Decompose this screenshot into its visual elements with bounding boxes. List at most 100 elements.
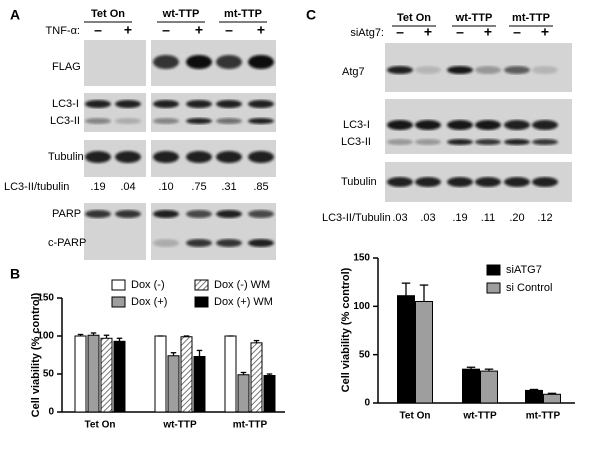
row-label: c-PARP bbox=[48, 237, 86, 249]
band bbox=[186, 118, 212, 124]
error-bar bbox=[253, 339, 260, 343]
row-label: LC3-II bbox=[50, 115, 80, 127]
y-tick-label: 100 bbox=[353, 301, 370, 312]
band bbox=[532, 120, 558, 130]
bar bbox=[263, 375, 276, 413]
band bbox=[447, 177, 473, 187]
panel-label: C bbox=[306, 7, 316, 23]
group-label: wt-TTP bbox=[162, 8, 200, 20]
legend-swatch bbox=[111, 296, 126, 308]
legend-label: si Control bbox=[506, 282, 552, 294]
error-bar bbox=[266, 373, 273, 376]
bar bbox=[224, 335, 237, 413]
bar bbox=[415, 301, 433, 404]
band bbox=[532, 139, 558, 145]
band bbox=[415, 177, 441, 187]
sign: – bbox=[513, 24, 521, 40]
band bbox=[504, 120, 530, 130]
bar bbox=[462, 368, 480, 404]
band bbox=[216, 100, 242, 108]
band bbox=[85, 151, 111, 163]
band bbox=[248, 100, 274, 108]
sign: – bbox=[225, 22, 233, 38]
band bbox=[248, 210, 274, 218]
band bbox=[216, 239, 242, 247]
band bbox=[248, 118, 274, 124]
error-bar bbox=[529, 388, 539, 391]
bar bbox=[100, 337, 113, 413]
band bbox=[115, 118, 141, 124]
error-bar bbox=[466, 366, 476, 370]
band bbox=[475, 120, 501, 130]
y-axis-label: Cell viability (% control) bbox=[340, 267, 352, 392]
band bbox=[115, 100, 141, 108]
error-bar bbox=[103, 334, 110, 339]
legend-swatch bbox=[486, 282, 501, 294]
x-tick-label: wt-TTP bbox=[462, 411, 497, 422]
ratio: .03 bbox=[420, 212, 435, 224]
error-bar bbox=[183, 335, 190, 337]
y-axis-label: Cell viability (% control) bbox=[30, 292, 42, 417]
band bbox=[186, 239, 212, 247]
y-tick-label: 150 bbox=[353, 253, 370, 264]
band bbox=[216, 55, 242, 69]
row-label: Atg7 bbox=[342, 66, 365, 78]
sign: + bbox=[257, 22, 265, 38]
row-label: Tubulin bbox=[341, 176, 377, 188]
legend-label: Dox (-) WM bbox=[214, 279, 270, 291]
band bbox=[85, 210, 111, 218]
ratio: .10 bbox=[158, 181, 173, 193]
band bbox=[85, 100, 111, 108]
legend-swatch bbox=[486, 264, 501, 276]
blot bbox=[84, 93, 146, 132]
error-bar bbox=[484, 368, 494, 372]
y-tick-label: 50 bbox=[43, 369, 55, 380]
band bbox=[248, 151, 274, 163]
ratio: .20 bbox=[509, 212, 524, 224]
band bbox=[475, 139, 501, 145]
sign: + bbox=[424, 24, 432, 40]
band bbox=[153, 210, 179, 218]
y-tick-label: 50 bbox=[359, 349, 371, 360]
error-bar bbox=[196, 349, 203, 357]
band bbox=[415, 66, 441, 74]
group-label: mt-TTP bbox=[512, 12, 550, 24]
band bbox=[387, 139, 413, 145]
band bbox=[115, 151, 141, 163]
legend-label: Dox (-) bbox=[131, 279, 165, 291]
band bbox=[153, 151, 179, 163]
error-bar bbox=[240, 371, 247, 375]
ratio: .04 bbox=[120, 181, 135, 193]
ratio: .75 bbox=[191, 181, 206, 193]
band bbox=[153, 118, 179, 124]
error-bar bbox=[170, 352, 177, 356]
y-tick-label: 0 bbox=[48, 407, 54, 418]
legend-label: siATG7 bbox=[506, 264, 542, 276]
bar bbox=[543, 393, 561, 404]
bar bbox=[113, 340, 126, 413]
band bbox=[216, 151, 242, 163]
bar bbox=[74, 335, 87, 413]
band bbox=[415, 139, 441, 145]
bar bbox=[167, 355, 180, 413]
panel-label: A bbox=[10, 7, 20, 23]
band bbox=[186, 210, 212, 218]
sign: – bbox=[396, 24, 404, 40]
band bbox=[186, 100, 212, 108]
band bbox=[216, 210, 242, 218]
sign: + bbox=[124, 22, 132, 38]
bar bbox=[237, 374, 250, 413]
legend-swatch bbox=[194, 279, 209, 291]
bar bbox=[193, 356, 206, 413]
error-bar bbox=[547, 392, 557, 395]
treatment-label: TNF-α: bbox=[46, 25, 80, 37]
x-tick-label: mt-TTP bbox=[233, 420, 268, 431]
band bbox=[532, 66, 558, 74]
x-tick-label: Tet On bbox=[400, 411, 431, 422]
band bbox=[447, 66, 473, 74]
y-tick-label: 0 bbox=[364, 398, 370, 409]
band bbox=[504, 66, 530, 74]
band bbox=[475, 66, 501, 74]
row-label: FLAG bbox=[52, 61, 81, 73]
